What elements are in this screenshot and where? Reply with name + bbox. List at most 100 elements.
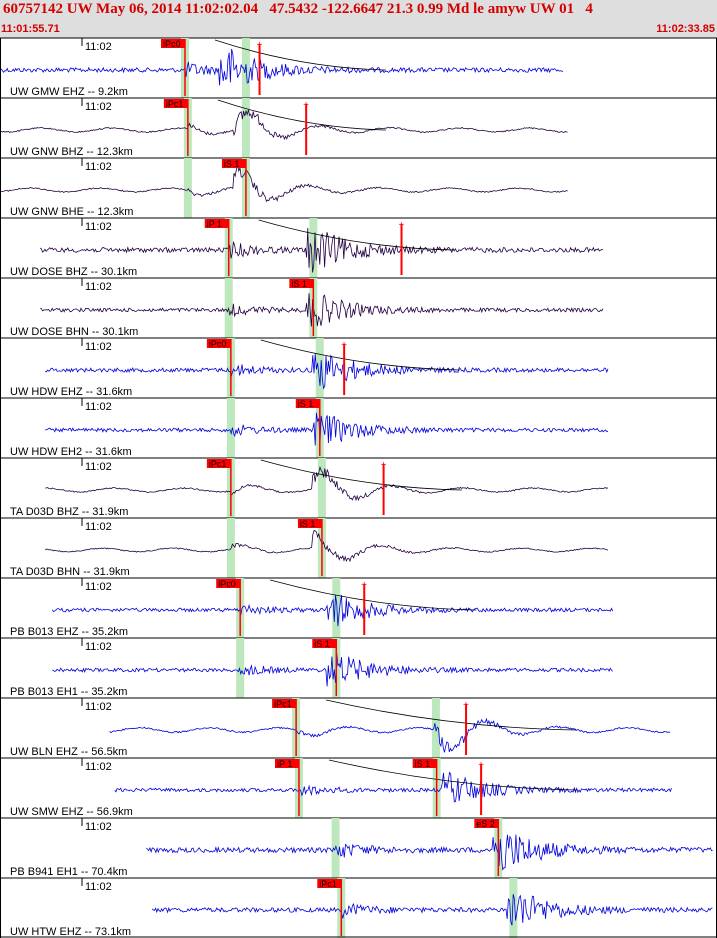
pick-flag-icon[interactable]: iPc1 bbox=[206, 459, 232, 516]
station-label: UW HTW EHZ -- 73.1km bbox=[10, 926, 131, 938]
p-window bbox=[183, 158, 192, 218]
amplitude-plus: + bbox=[399, 220, 405, 231]
amplitude-plus: + bbox=[381, 460, 387, 471]
pick-flag-icon[interactable]: iS 1 bbox=[412, 759, 438, 816]
waveform bbox=[109, 717, 671, 753]
tick-label: 11:02 bbox=[85, 761, 112, 773]
s-window bbox=[332, 578, 341, 638]
pick-flag-icon[interactable]: iPc1 bbox=[163, 99, 189, 156]
tick-label: 11:02 bbox=[85, 401, 112, 413]
tick-label: 11:02 bbox=[85, 461, 112, 473]
coda-curve bbox=[328, 759, 577, 791]
amplitude-plus: + bbox=[478, 760, 484, 771]
svg-text:iPc1: iPc1 bbox=[274, 699, 292, 709]
coda-curve bbox=[326, 699, 576, 731]
trace-panel[interactable]: 11:02 iPc1 UW HTW EHZ -- 73.1km bbox=[0, 877, 717, 938]
waveform bbox=[52, 652, 613, 687]
waveform bbox=[114, 771, 672, 803]
trace-panel[interactable]: 11:02 eS 2 PB B941 EH1 -- 70.4km bbox=[0, 817, 717, 878]
svg-text:iPc1: iPc1 bbox=[319, 879, 337, 889]
pick-flag-icon[interactable]: iS 1 bbox=[312, 639, 338, 696]
tick-label: 11:02 bbox=[85, 221, 112, 233]
svg-text:iPc1: iPc1 bbox=[166, 99, 184, 109]
pick-flag-icon[interactable]: iPc1 bbox=[317, 879, 343, 936]
trace-panel[interactable]: 11:02 + iPc0 PB B013 EHZ -- 35.2km bbox=[0, 577, 717, 638]
svg-text:iPc1: iPc1 bbox=[209, 459, 227, 469]
start-time: 11:01:55.71 bbox=[1, 23, 60, 35]
station-label: UW DOSE BHN -- 30.1km bbox=[10, 326, 138, 338]
trace-panel[interactable]: 11:02 iS 1 UW DOSE BHN -- 30.1km bbox=[0, 277, 717, 338]
station-label: TA D03D BHZ -- 31.9km bbox=[10, 506, 128, 518]
p-window bbox=[236, 638, 245, 698]
pick-flag-icon[interactable]: iPc0 bbox=[216, 579, 241, 636]
station-label: UW GNW BHZ -- 12.3km bbox=[10, 146, 133, 158]
waveform bbox=[40, 293, 604, 327]
end-time: 11:02:33.85 bbox=[656, 23, 715, 35]
station-label: UW GMW EHZ -- 9.2km bbox=[10, 86, 128, 98]
waveform bbox=[0, 109, 568, 141]
station-label: PB B013 EHZ -- 35.2km bbox=[10, 626, 128, 638]
svg-text:iS 1: iS 1 bbox=[415, 759, 431, 769]
waveform bbox=[45, 353, 609, 390]
station-label: PB B013 EH1 -- 35.2km bbox=[10, 686, 127, 698]
tick-label: 11:02 bbox=[85, 641, 112, 653]
trace-panel[interactable]: 11:02 iS 1 TA D03D BHN -- 31.9km bbox=[0, 517, 717, 578]
svg-text:iPc0: iPc0 bbox=[163, 39, 181, 49]
pick-flag-icon[interactable]: iS 1 bbox=[297, 519, 323, 576]
trace-panel[interactable]: 11:02 + iPc1 TA D03D BHZ -- 31.9km bbox=[0, 457, 717, 518]
trace-panel[interactable]: 11:02 + iPc1 UW GNW BHZ -- 12.3km bbox=[0, 97, 717, 158]
pick-flag-icon[interactable]: iP 1 bbox=[274, 759, 300, 816]
coda-curve bbox=[217, 99, 386, 131]
coda-curve bbox=[270, 579, 477, 611]
pick-flag-icon[interactable]: iPc1 bbox=[272, 699, 297, 756]
pick-flag-icon[interactable]: iS 1 bbox=[289, 279, 315, 336]
pick-flag-icon[interactable]: iS 1 bbox=[295, 399, 321, 456]
trace-panel[interactable]: 11:02 + iP 1 UW DOSE BHZ -- 30.1km bbox=[0, 217, 717, 278]
s-window bbox=[317, 458, 326, 518]
tick-label: 11:02 bbox=[85, 41, 112, 53]
station-label: UW SMW EHZ -- 56.9km bbox=[10, 806, 133, 818]
tick-label: 11:02 bbox=[85, 881, 112, 893]
waveform bbox=[146, 834, 713, 871]
header-bar: 60757142 UW May 06, 2014 11:02:02.04 47.… bbox=[0, 0, 717, 38]
waveform bbox=[45, 529, 609, 563]
tick-label: 11:02 bbox=[85, 581, 112, 593]
svg-text:iS 1: iS 1 bbox=[314, 639, 330, 649]
station-label: PB B941 EH1 -- 70.4km bbox=[10, 866, 127, 878]
svg-text:eS 2: eS 2 bbox=[476, 819, 495, 829]
pick-flag-icon[interactable]: iP 1 bbox=[204, 219, 230, 276]
s-window bbox=[309, 218, 318, 278]
pick-flag-icon[interactable]: iS 1 bbox=[221, 159, 247, 216]
svg-text:iPc0: iPc0 bbox=[218, 579, 236, 589]
pick-flag-icon[interactable]: eS 2 bbox=[474, 819, 500, 876]
trace-panel[interactable]: 11:02 + iPc0 UW GMW EHZ -- 9.2km bbox=[0, 37, 717, 98]
trace-panel[interactable]: 11:02 + iPc1 UW BLN EHZ -- 56.5km bbox=[0, 697, 717, 758]
waveform bbox=[0, 48, 564, 86]
svg-text:iPc0: iPc0 bbox=[209, 339, 227, 349]
svg-text:iP 1: iP 1 bbox=[277, 759, 292, 769]
trace-panel[interactable]: 11:02 iS 1 UW HDW EH2 -- 31.6km bbox=[0, 397, 717, 458]
waveform bbox=[51, 594, 614, 627]
amplitude-plus: + bbox=[463, 700, 469, 711]
event-title: 60757142 UW May 06, 2014 11:02:02.04 47.… bbox=[3, 1, 593, 17]
station-label: UW BLN EHZ -- 56.5km bbox=[10, 746, 127, 758]
svg-text:iS 1: iS 1 bbox=[300, 519, 316, 529]
tick-label: 11:02 bbox=[85, 341, 112, 353]
trace-panel[interactable]: 11:02 iS 1 PB B013 EH1 -- 35.2km bbox=[0, 637, 717, 698]
tick-label: 11:02 bbox=[85, 161, 112, 173]
s-window bbox=[241, 98, 250, 158]
pick-flag-icon[interactable]: iPc0 bbox=[160, 39, 186, 96]
tick-label: 11:02 bbox=[85, 521, 112, 533]
trace-panel[interactable]: 11:02 + iP 1 iS 1 UW SMW EHZ -- 56.9km bbox=[0, 757, 717, 818]
trace-panel[interactable]: 11:02 + iPc0 UW HDW EHZ -- 31.6km bbox=[0, 337, 717, 398]
svg-text:iS 1: iS 1 bbox=[298, 399, 314, 409]
p-window bbox=[226, 398, 235, 458]
trace-panel[interactable]: 11:02 iS 1 UW GNW BHE -- 12.3km bbox=[0, 157, 717, 218]
tick-label: 11:02 bbox=[85, 101, 112, 113]
waveform bbox=[45, 465, 609, 502]
s-window bbox=[509, 878, 518, 938]
pick-flag-icon[interactable]: iPc0 bbox=[206, 339, 232, 396]
coda-curve bbox=[258, 219, 454, 251]
s-window bbox=[315, 338, 324, 398]
